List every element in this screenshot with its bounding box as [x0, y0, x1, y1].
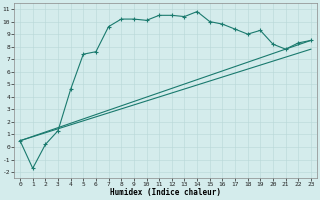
- X-axis label: Humidex (Indice chaleur): Humidex (Indice chaleur): [110, 188, 221, 197]
